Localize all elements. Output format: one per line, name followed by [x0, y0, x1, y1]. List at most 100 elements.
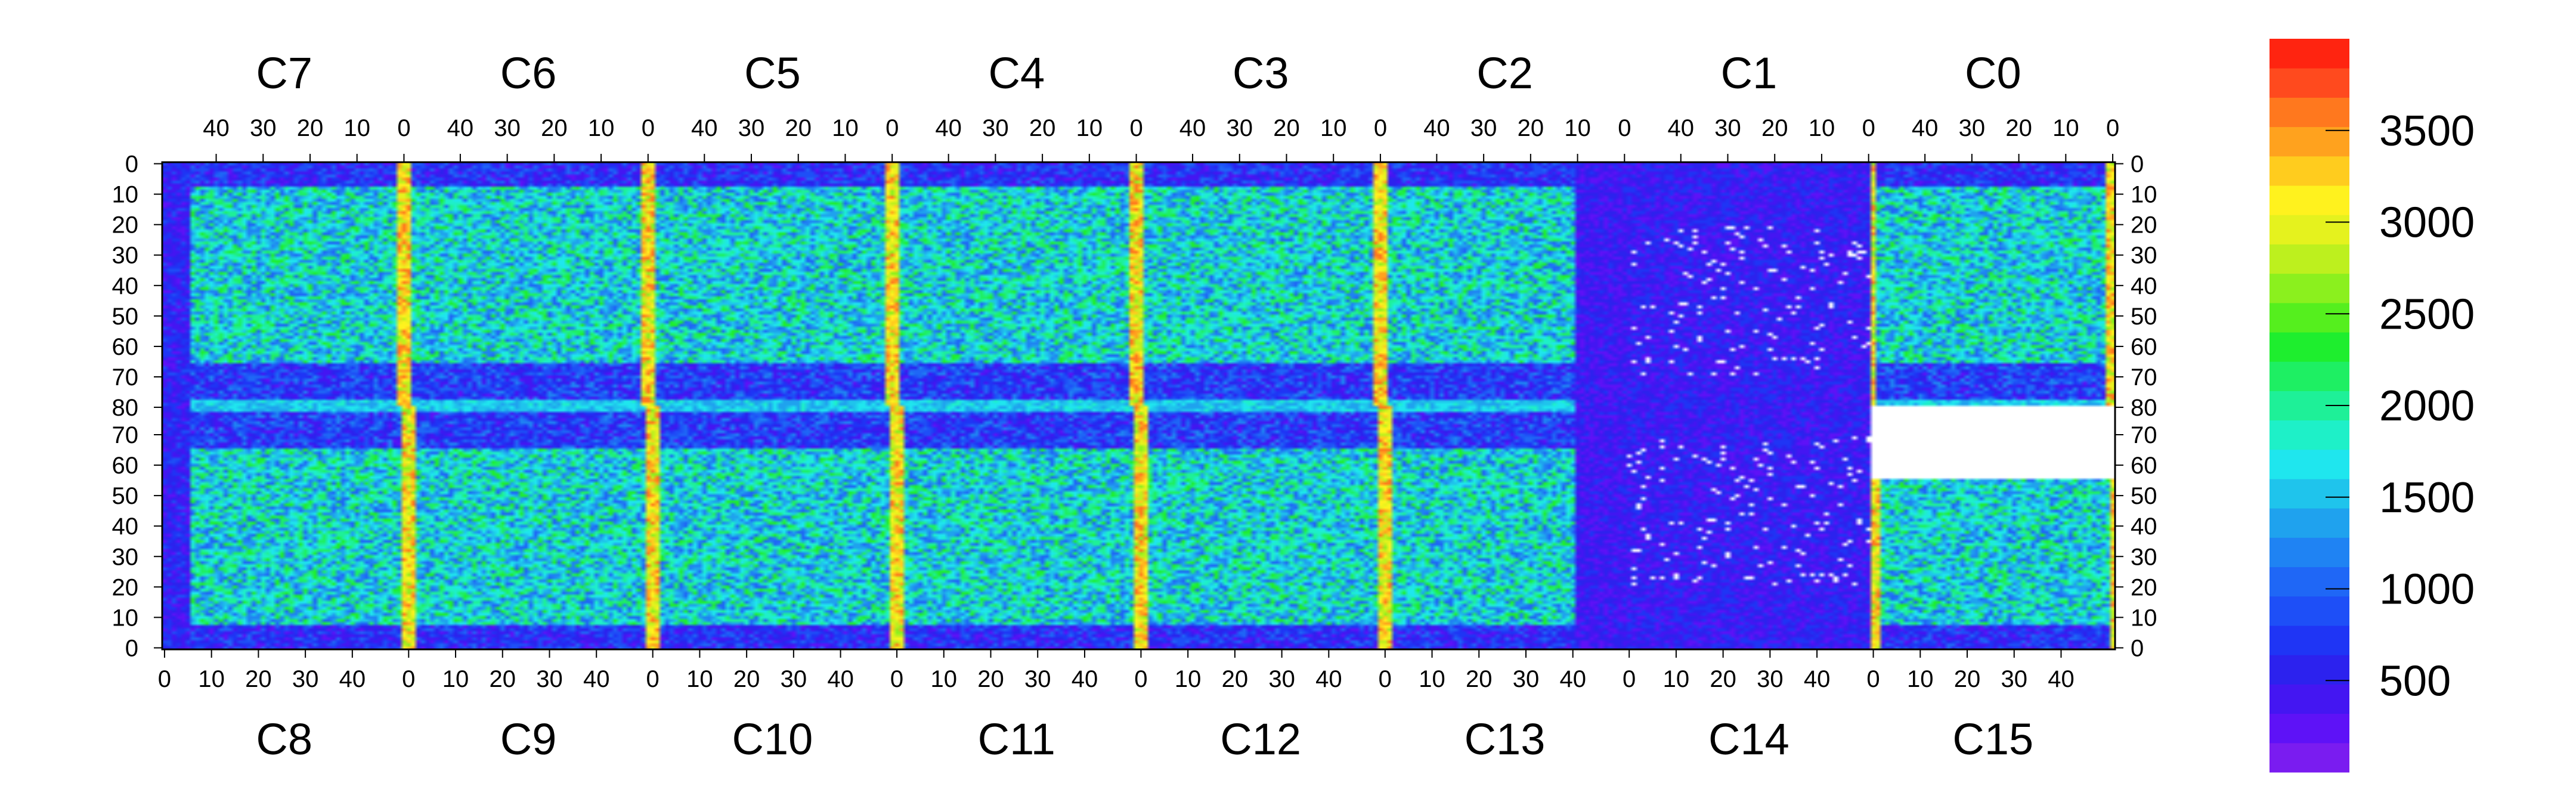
top-x-tick-label: 10	[1564, 115, 1591, 141]
bottom-x-tick-label: 10	[1663, 666, 1690, 692]
bottom-x-tick-label: 0	[1866, 666, 1880, 692]
top-x-tick-label: 20	[541, 115, 568, 141]
left-y-tick-label: 50	[112, 304, 139, 330]
left-y-tick-label: 50	[112, 483, 139, 509]
bottom-x-tick-label: 10	[686, 666, 713, 692]
bottom-x-tick-label: 30	[1757, 666, 1784, 692]
bottom-x-tick-label: 30	[1513, 666, 1540, 692]
bottom-x-tick-label: 10	[931, 666, 958, 692]
top-x-tick-label: 40	[691, 115, 718, 141]
colorbar-swatch	[2270, 97, 2349, 128]
colorbar-tick-label: 2000	[2379, 382, 2475, 430]
right-y-tick-label: 70	[2131, 422, 2157, 448]
top-x-tick-label: 10	[1320, 115, 1347, 141]
bottom-x-tick-label: 0	[1379, 666, 1392, 692]
top-x-tick-label: 40	[935, 115, 962, 141]
top-x-tick-label: 20	[1029, 115, 1056, 141]
bottom-x-tick-label: 10	[1419, 666, 1445, 692]
left-y-tick-label: 70	[112, 364, 139, 391]
right-y-tick-label: 20	[2131, 212, 2157, 239]
bottom-x-tick-label: 30	[536, 666, 563, 692]
left-y-tick-label: 60	[112, 334, 139, 360]
colorbar-swatch	[2270, 156, 2349, 186]
left-y-tick-label: 40	[112, 513, 139, 540]
left-y-tick-label: 30	[112, 243, 139, 269]
right-y-tick-label: 40	[2131, 513, 2157, 540]
bottom-x-tick-label: 20	[733, 666, 760, 692]
colorbar-swatch	[2270, 479, 2349, 509]
bottom-x-tick-label: 20	[1954, 666, 1981, 692]
colorbar-swatch	[2270, 332, 2349, 362]
right-y-tick-label: 0	[2131, 635, 2144, 661]
colorbar-tick-label: 3500	[2379, 107, 2475, 155]
bottom-chip-label: C12	[1220, 714, 1301, 764]
colorbar-swatch	[2270, 126, 2349, 157]
top-chip-label: C0	[1965, 48, 2021, 98]
bottom-x-tick-label: 40	[583, 666, 610, 692]
top-x-tick-label: 20	[2005, 115, 2032, 141]
right-y-tick-label: 70	[2131, 364, 2157, 391]
bottom-x-tick-label: 40	[339, 666, 366, 692]
top-x-tick-label: 10	[832, 115, 859, 141]
top-x-tick-label: 40	[1668, 115, 1695, 141]
colorbar-tick-label: 3000	[2379, 199, 2475, 247]
left-y-tick-label: 10	[112, 605, 139, 631]
bottom-chip-label: C11	[978, 714, 1055, 764]
left-y-tick-label: 60	[112, 453, 139, 479]
top-x-tick-label: 0	[1618, 115, 1631, 141]
colorbar: 500 1000 1500 2000 2500 3000 3500	[2270, 39, 2475, 773]
top-chip-label: C1	[1721, 48, 1778, 98]
bottom-x-tick-label: 40	[827, 666, 854, 692]
bottom-chip-label: C10	[732, 714, 813, 764]
top-x-tick-label: 10	[1809, 115, 1835, 141]
colorbar-swatch	[2270, 39, 2349, 69]
top-chip-label: C3	[1233, 48, 1289, 98]
colorbar-swatch	[2270, 273, 2349, 304]
bottom-x-tick-label: 30	[292, 666, 319, 692]
colorbar-swatch	[2270, 626, 2349, 655]
colorbar-swatch	[2270, 68, 2349, 98]
top-x-tick-label: 0	[886, 115, 899, 141]
left-y-tick-label: 20	[112, 212, 139, 239]
right-y-tick-label: 80	[2131, 395, 2157, 421]
colorbar-tick-label: 2500	[2379, 290, 2475, 338]
bottom-x-axis: 0 10 20 30 40 0 10 20 30 40 0 10 20 30 40 0 10 20 30 40 0 10 2…	[158, 649, 2075, 692]
colorbar-swatch	[2270, 449, 2349, 479]
right-y-tick-label: 30	[2131, 243, 2157, 269]
bottom-x-tick-label: 0	[646, 666, 660, 692]
left-y-tick-label: 80	[112, 395, 139, 421]
left-y-tick-label: 70	[112, 422, 139, 448]
top-x-tick-label: 40	[447, 115, 474, 141]
top-x-tick-label: 0	[2106, 115, 2119, 141]
bottom-x-tick-label: 30	[1024, 666, 1051, 692]
colorbar-swatch	[2270, 566, 2349, 597]
top-x-tick-label: 40	[203, 115, 230, 141]
bottom-x-tick-label: 20	[1222, 666, 1249, 692]
left-y-tick-label: 40	[112, 273, 139, 299]
bottom-chip-label: C15	[1952, 714, 2033, 764]
bottom-x-tick-label: 20	[1710, 666, 1736, 692]
top-chip-label: C7	[256, 48, 312, 98]
top-x-tick-label: 20	[1273, 115, 1300, 141]
bottom-x-tick-label: 20	[245, 666, 272, 692]
right-y-tick-label: 10	[2131, 182, 2157, 208]
left-y-tick-label: 10	[112, 182, 139, 208]
colorbar-swatch	[2270, 508, 2349, 538]
top-x-tick-label: 20	[297, 115, 324, 141]
bottom-x-tick-label: 40	[1804, 666, 1831, 692]
top-x-tick-label: 0	[1374, 115, 1387, 141]
colorbar-swatch	[2270, 596, 2349, 626]
top-chip-label: C4	[989, 48, 1045, 98]
colorbar-swatch	[2270, 684, 2349, 714]
bottom-chip-label: C9	[500, 714, 557, 764]
colorbar-swatch	[2270, 244, 2349, 274]
bottom-x-tick-label: 30	[781, 666, 807, 692]
bottom-x-tick-label: 10	[442, 666, 469, 692]
bottom-x-tick-label: 0	[402, 666, 415, 692]
top-chip-labels: C7 C6 C5 C4 C3 C2 C1 C0	[256, 48, 2021, 98]
top-x-tick-label: 30	[1227, 115, 1253, 141]
top-x-tick-label: 40	[1179, 115, 1206, 141]
